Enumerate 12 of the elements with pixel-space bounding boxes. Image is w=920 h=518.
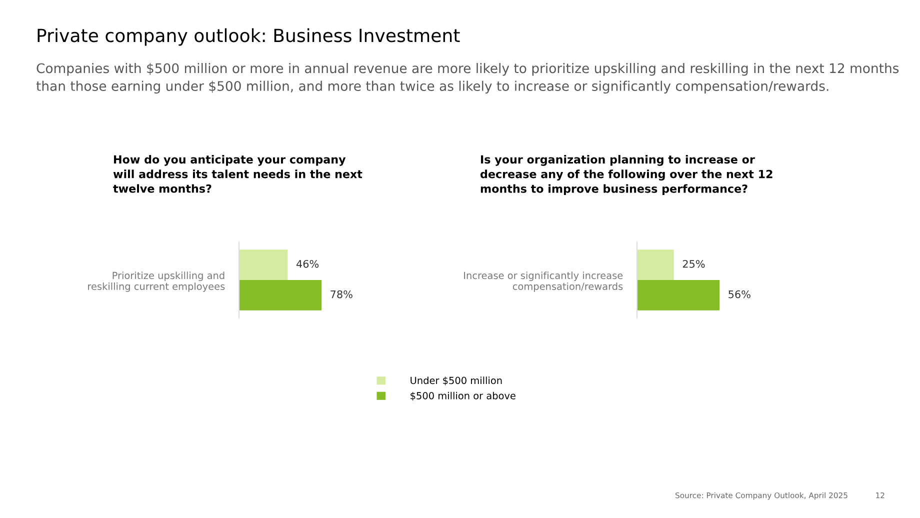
text: $500 million or above xyxy=(410,392,516,401)
chart-title: How do you anticipate your company will address its talent needs in the next twelve months? xyxy=(113,155,362,193)
text: Private company outlook: Business Investment xyxy=(38,28,460,46)
data-label: 56% xyxy=(728,290,750,298)
chart-title: Is your organization planning to increase or decrease any of the following over the next 12 months to improve business performance? xyxy=(480,155,772,196)
data-label: 78% xyxy=(330,290,352,298)
y-tick-label: Increase or significantly increase compensation/rewards xyxy=(464,272,623,292)
text: Under $500 million xyxy=(410,376,502,386)
data-label: 25% xyxy=(682,260,705,268)
text: Companies with $500 million or more in annual revenue are more likely to prioritize upskilling and reskilling in the next 12 months than those earning under $500 million, and more than twice as likely to increase or significantly compensation/rewards. xyxy=(36,63,899,94)
y-tick-label: Prioritize upskilling and reskilling current employees xyxy=(88,272,225,292)
data-label: 46% xyxy=(296,260,319,268)
